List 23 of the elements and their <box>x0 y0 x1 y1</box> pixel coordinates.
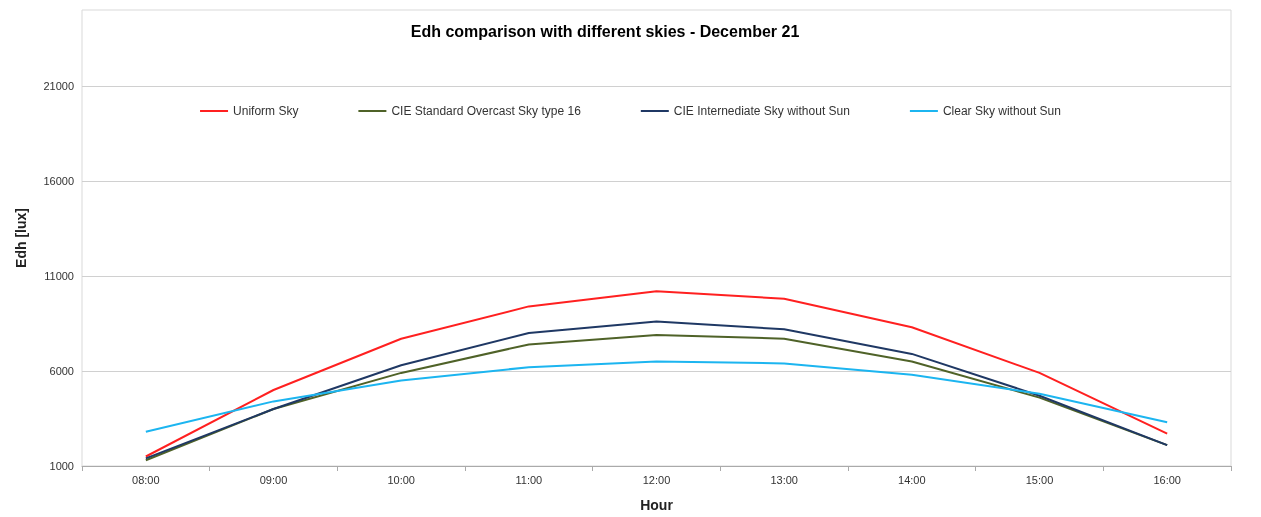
x-tick-label: 12:00 <box>642 473 671 486</box>
text: Edh comparison with different skies - December 21 <box>410 22 800 40</box>
line-series <box>144 360 1169 433</box>
y-tick-label: 16000 <box>43 175 74 187</box>
x-axis-title: Hour <box>640 497 674 513</box>
y-tick-label: 6000 <box>49 365 74 377</box>
x-tick-label: 09:00 <box>259 473 288 486</box>
line-series <box>144 290 1169 458</box>
y-axis-title: Edh [lux] <box>13 208 29 268</box>
legend-label: CIE Internediate Sky without Sun <box>673 104 850 118</box>
legend-label: Uniform Sky <box>233 104 299 118</box>
x-tick-label: 15:00 <box>1025 473 1054 486</box>
x-tick-label: 11:00 <box>515 473 543 486</box>
y-tick-label: 11000 <box>44 270 74 282</box>
x-tick-label: 10:00 <box>387 473 415 486</box>
x-tick-label: 08:00 <box>132 473 160 486</box>
y-tick-label: 21000 <box>43 80 74 92</box>
x-tick-label: 16:00 <box>1153 473 1181 486</box>
y-tick-label: 1000 <box>49 460 74 472</box>
legend-label: Clear Sky without Sun <box>942 104 1061 118</box>
legend-label: CIE Standard Overcast Sky type 16 <box>391 104 582 118</box>
x-tick-label: 14:00 <box>898 473 926 486</box>
x-tick-label: 13:00 <box>770 473 798 486</box>
